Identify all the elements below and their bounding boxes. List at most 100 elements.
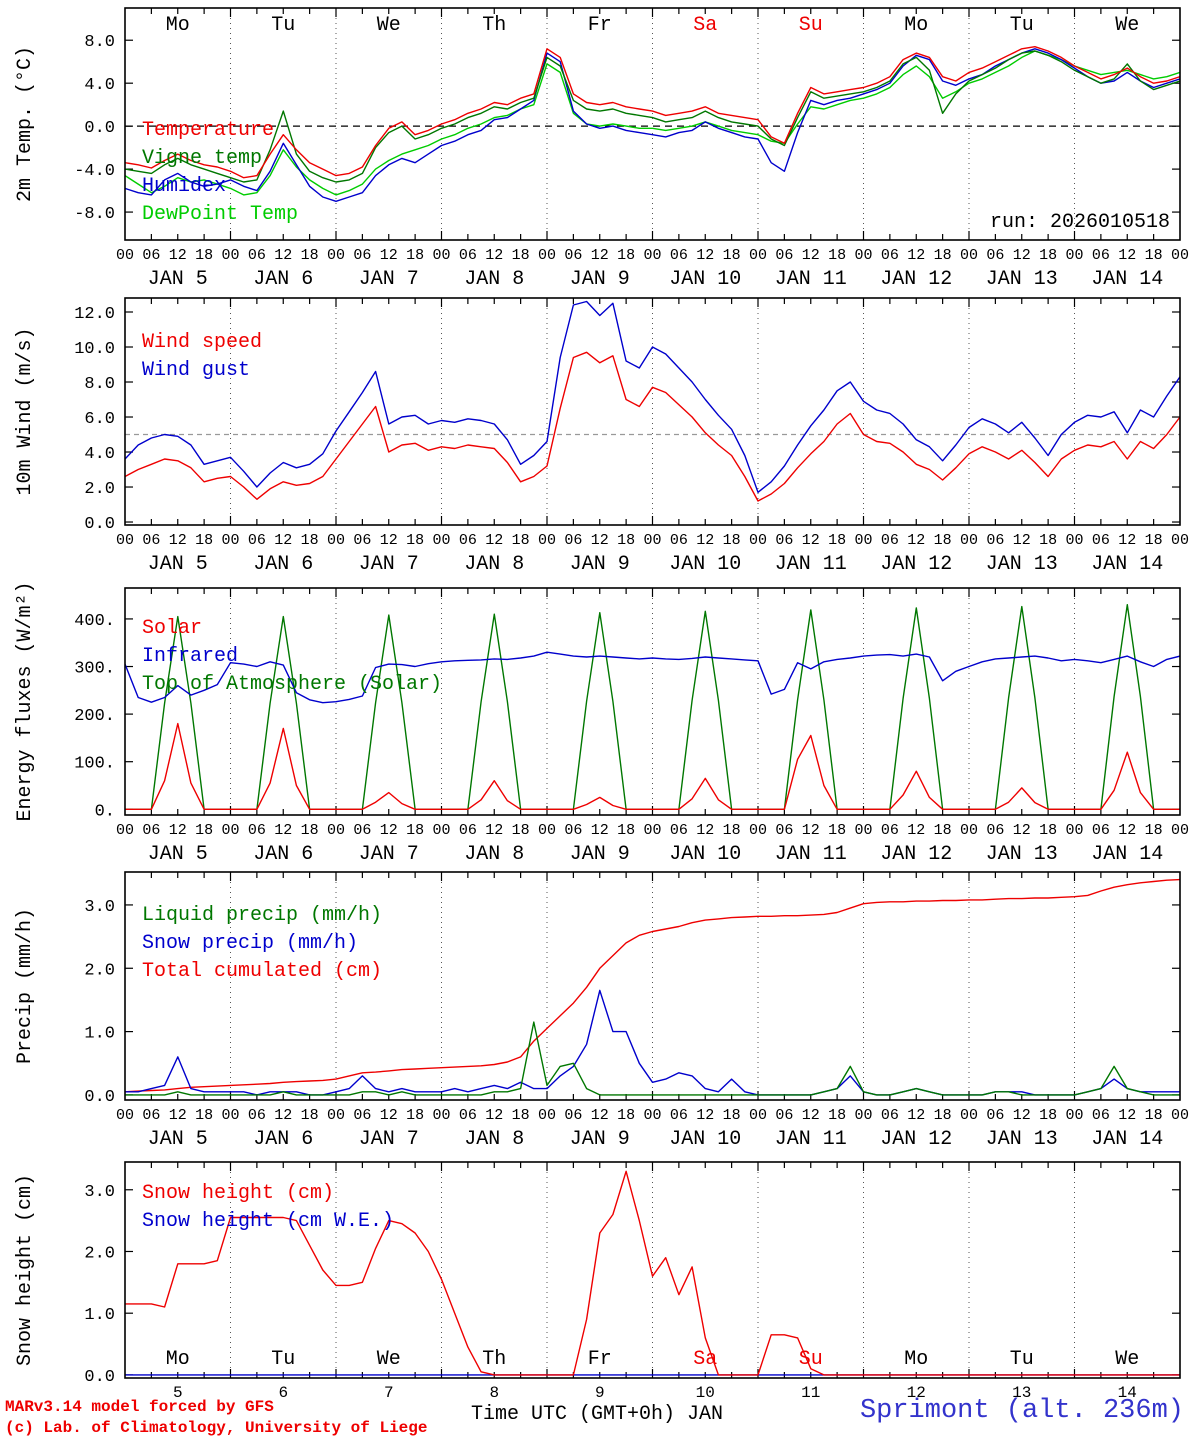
x-hour-label: 06 — [986, 247, 1004, 264]
y-axis: 0.0 1.0 2.0 3.0 — [84, 898, 1180, 1107]
weekday-label: We — [377, 14, 401, 37]
x-hour-label: 18 — [195, 822, 213, 839]
x-hour-label: 00 — [643, 532, 661, 549]
x-hour-label: 18 — [617, 1107, 635, 1124]
x-hour-label: 06 — [670, 1107, 688, 1124]
x-hour-label: 06 — [142, 822, 160, 839]
x-day-label: JAN 11 — [775, 1128, 847, 1151]
x-hour-label: 18 — [617, 247, 635, 264]
x-day-label: JAN 14 — [1091, 1128, 1163, 1151]
x-day-number: 11 — [801, 1384, 820, 1400]
x-hour-label: 18 — [195, 247, 213, 264]
x-day-label: JAN 7 — [359, 843, 419, 866]
x-day-number: 14 — [1118, 1384, 1137, 1400]
x-hour-label: 06 — [248, 532, 266, 549]
day-gridlines — [230, 588, 1075, 815]
weekday-label: Th — [482, 14, 506, 37]
x-hour-label: 12 — [907, 822, 925, 839]
y-tick-label: 0.0 — [84, 1368, 115, 1387]
x-hour-label: 12 — [1013, 532, 1031, 549]
x-day-label: JAN 14 — [1091, 553, 1163, 576]
x-day-number: 6 — [278, 1384, 288, 1400]
x-hour-label: 00 — [538, 532, 556, 549]
x-hour-label: 18 — [1039, 532, 1057, 549]
x-hour-label: 06 — [881, 822, 899, 839]
weekday-label: Mo — [166, 14, 190, 37]
run-label: run: 2026010518 — [990, 211, 1170, 234]
x-hour-label: 06 — [670, 247, 688, 264]
x-hour-label: 00 — [1065, 247, 1083, 264]
x-day-number: 13 — [1012, 1384, 1031, 1400]
legend-temperature-2: Humidex — [142, 175, 226, 198]
weekday-label: Tu — [271, 14, 295, 37]
x-day-number: 10 — [696, 1384, 715, 1400]
x-day-label: JAN 10 — [669, 1128, 741, 1151]
y-axis-title: 10m Wind (m/s) — [14, 327, 37, 495]
x-hour-label: 00 — [221, 532, 239, 549]
x-day-number: 7 — [384, 1384, 394, 1400]
x-hour-label: 00 — [1065, 822, 1083, 839]
x-hour-label: 06 — [986, 532, 1004, 549]
x-hour-label: 06 — [564, 247, 582, 264]
x-hour-label: 06 — [248, 1107, 266, 1124]
meteogram-svg: -8.0 -4.0 0.0 4.0 8.0 Temperature Vigne temp Hu… — [14, 7, 1189, 1402]
x-hour-label: 18 — [934, 1107, 952, 1124]
x-hour-label: 18 — [406, 247, 424, 264]
x-hour-label: 18 — [1039, 1107, 1057, 1124]
x-hour-label: 06 — [986, 822, 1004, 839]
x-hour-label: 06 — [775, 1107, 793, 1124]
x-day-number: 5 — [173, 1384, 183, 1400]
x-day-label: JAN 5 — [148, 268, 208, 291]
y-tick-label: 300. — [74, 660, 115, 679]
x-hour-label: 12 — [169, 1107, 187, 1124]
x-hour-label: 06 — [775, 532, 793, 549]
x-hour-label: 06 — [881, 532, 899, 549]
y-tick-label: 100. — [74, 755, 115, 774]
x-hour-label: 12 — [1013, 1107, 1031, 1124]
x-hour-label: 18 — [934, 822, 952, 839]
x-hour-label: 18 — [512, 532, 530, 549]
legend-temperature-3: DewPoint Temp — [142, 203, 298, 226]
x-hour-label: 12 — [274, 532, 292, 549]
model-credit-line1: MARv3.14 model forced by GFS — [5, 1398, 274, 1416]
x-hour-label: 18 — [617, 822, 635, 839]
x-hour-label: 00 — [327, 532, 345, 549]
x-day-label: JAN 13 — [986, 268, 1058, 291]
x-hour-label: 06 — [881, 1107, 899, 1124]
x-hour-label: 12 — [696, 1107, 714, 1124]
series-line-total-cumulated-cm- — [125, 878, 1180, 1093]
weekday-label: We — [1115, 1348, 1139, 1371]
x-hour-label: 18 — [1145, 532, 1163, 549]
y-tick-label: 400. — [74, 612, 115, 631]
x-hour-label: 00 — [221, 1107, 239, 1124]
model-credit: MARv3.14 model forced by GFS (c) Lab. of… — [5, 1397, 427, 1439]
x-day-label: JAN 12 — [880, 843, 952, 866]
x-hour-label: 00 — [960, 822, 978, 839]
panel-frame — [124, 1161, 1181, 1379]
x-hour-label: 06 — [353, 1107, 371, 1124]
x-day-label: JAN 13 — [986, 1128, 1058, 1151]
x-day-label: JAN 9 — [570, 843, 630, 866]
x-hour-label: 06 — [353, 822, 371, 839]
x-hour-label: 12 — [907, 247, 925, 264]
day-gridlines — [230, 1162, 1075, 1378]
x-hour-label: 18 — [301, 822, 319, 839]
y-axis: 0.0 1.0 2.0 3.0 — [84, 1183, 1180, 1387]
x-day-label: JAN 14 — [1091, 843, 1163, 866]
weekday-label: Tu — [271, 1348, 295, 1371]
x-hour-label: 12 — [591, 1107, 609, 1124]
x-hour-label: 12 — [485, 247, 503, 264]
weekday-label: Tu — [1010, 1348, 1034, 1371]
x-day-label: JAN 13 — [986, 553, 1058, 576]
x-day-number: 8 — [489, 1384, 499, 1400]
y-tick-label: 3.0 — [84, 1183, 115, 1202]
x-day-label: JAN 8 — [464, 1128, 524, 1151]
series-lines — [125, 1170, 1180, 1376]
x-hour-label: 00 — [1065, 532, 1083, 549]
x-hour-label: 06 — [248, 822, 266, 839]
x-hour-label: 12 — [380, 822, 398, 839]
y-tick-label: 2.0 — [84, 480, 115, 499]
x-day-number: 9 — [595, 1384, 605, 1400]
x-hour-label: 12 — [169, 532, 187, 549]
